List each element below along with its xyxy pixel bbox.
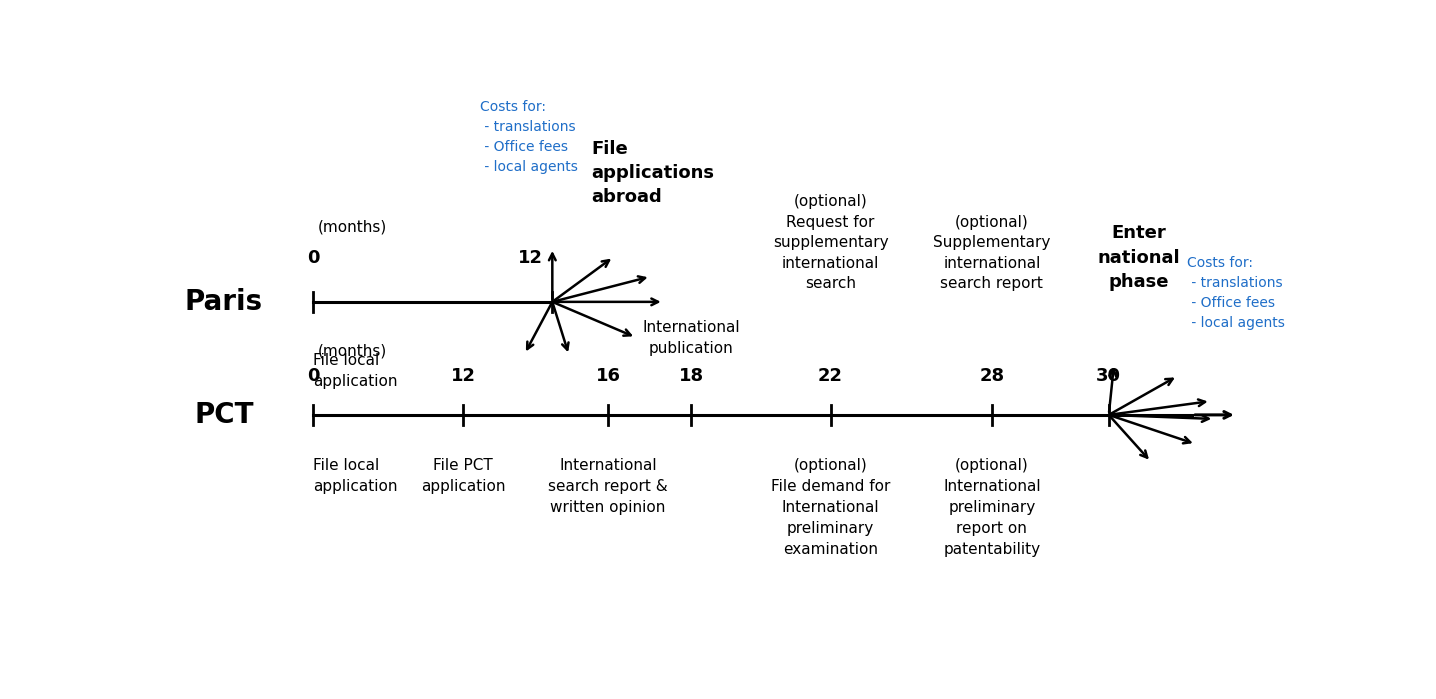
Text: 22: 22 [819, 367, 843, 385]
Text: File local
application: File local application [313, 458, 398, 494]
Text: Costs for:
 - translations
 - Office fees
 - local agents: Costs for: - translations - Office fees … [1186, 256, 1285, 330]
Text: 28: 28 [979, 367, 1004, 385]
Text: File PCT
application: File PCT application [421, 458, 505, 494]
Text: (optional)
International
preliminary
report on
patentability: (optional) International preliminary rep… [943, 458, 1041, 557]
Text: 16: 16 [596, 367, 620, 385]
Text: (optional)
Supplementary
international
search report: (optional) Supplementary international s… [933, 215, 1051, 291]
Text: Enter
national
phase: Enter national phase [1097, 224, 1180, 291]
Text: 30: 30 [1096, 367, 1122, 385]
Text: 18: 18 [679, 367, 704, 385]
Text: File
applications
abroad: File applications abroad [592, 140, 714, 206]
Text: International
search report &
written opinion: International search report & written op… [549, 458, 668, 515]
Text: PCT: PCT [194, 401, 254, 429]
Text: 12: 12 [451, 367, 475, 385]
Text: 12: 12 [517, 249, 543, 267]
Text: Costs for:
 - translations
 - Office fees
 - local agents: Costs for: - translations - Office fees … [480, 100, 577, 174]
Text: (months): (months) [317, 343, 386, 359]
Text: File local
application: File local application [313, 353, 398, 389]
Text: Paris: Paris [185, 288, 263, 316]
Text: International
publication: International publication [643, 320, 740, 356]
Text: (months): (months) [317, 219, 386, 235]
Text: (optional)
File demand for
International
preliminary
examination: (optional) File demand for International… [771, 458, 890, 557]
Text: 0: 0 [307, 367, 319, 385]
Text: 0: 0 [307, 249, 319, 267]
Text: (optional)
Request for
supplementary
international
search: (optional) Request for supplementary int… [773, 194, 889, 291]
